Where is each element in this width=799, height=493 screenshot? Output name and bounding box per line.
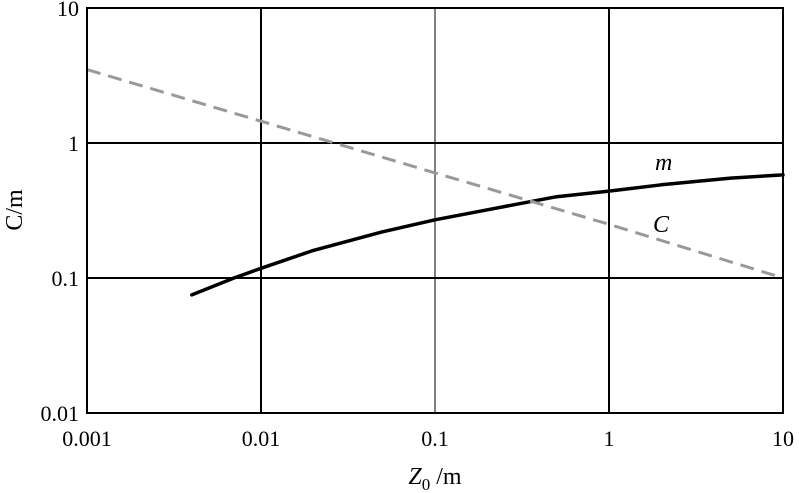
x-tick-label: 0.001	[62, 426, 112, 451]
grid	[87, 8, 783, 413]
series-label-m: m	[655, 150, 672, 176]
y-tick-label: 0.01	[41, 401, 80, 426]
x-tick-labels: 0.001 0.01 0.1 1 10	[62, 426, 794, 451]
x-tick-label: 1	[604, 426, 615, 451]
x-tick-label: 10	[772, 426, 794, 451]
series-layer	[86, 68, 785, 297]
y-tick-label: 10	[57, 0, 79, 21]
y-axis-label: C/m	[2, 189, 28, 231]
x-axis-label-unit: /m	[430, 464, 462, 490]
y-tick-label: 1	[68, 131, 79, 156]
x-tick-label: 0.01	[242, 426, 281, 451]
y-tick-labels: 0.01 0.1 1 10	[41, 0, 80, 426]
x-axis-label-subscript: 0	[422, 475, 431, 493]
y-tick-label: 0.1	[52, 266, 80, 291]
plot-frame	[86, 7, 784, 414]
x-axis-label: Z0 /m	[408, 464, 462, 493]
x-tick-label: 0.1	[421, 426, 449, 451]
series-line-m	[190, 173, 785, 297]
x-axis-label-main: Z	[408, 464, 422, 490]
series-line-c	[86, 68, 784, 280]
series-label-c: C	[653, 212, 670, 238]
